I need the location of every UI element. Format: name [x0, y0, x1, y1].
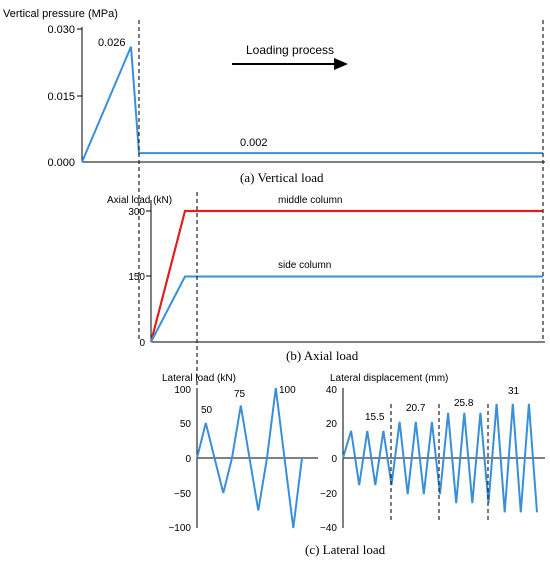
- amplitude-annotation: 100: [279, 385, 296, 396]
- amplitude-annotation: 15.5: [365, 412, 385, 423]
- amplitude-annotation: 25.8: [454, 398, 474, 409]
- panel-b-ylabel: Axial load (kN): [107, 195, 172, 206]
- amplitude-annotation: 75: [234, 389, 246, 400]
- panel-c-right-tick-label: −40: [320, 523, 337, 534]
- panel-a-ylabel: Vertical pressure (MPa): [3, 8, 118, 20]
- lateral-displacement-line: [342, 403, 538, 513]
- panel-c-lateral-load: Lateral load (kN) 100 50 0 −50 −100 50 7…: [162, 373, 318, 534]
- panel-c-left-tick-label: 100: [174, 385, 191, 396]
- panel-c-left-tick-label: 50: [180, 419, 192, 430]
- middle-column-label: middle column: [278, 195, 342, 206]
- vertical-pressure-line: [81, 46, 543, 163]
- panel-b-axial-load: Axial load (kN) 300 150 0 middle column …: [107, 195, 545, 363]
- panel-c-right-tick-label: 40: [326, 385, 338, 396]
- hold-annotation: 0.002: [240, 137, 268, 149]
- side-column-line: [150, 275, 543, 343]
- panel-a-tick-label: 0.015: [47, 91, 75, 103]
- panel-a-vertical-load: Vertical pressure (MPa) 0.030 0.015 0.00…: [3, 8, 545, 185]
- lateral-load-line: [196, 387, 303, 529]
- panel-b-tick-label: 150: [128, 272, 145, 283]
- panel-b-title: (b) Axial load: [286, 348, 359, 363]
- panel-c-left-ylabel: Lateral load (kN): [162, 373, 236, 384]
- panel-c-right-tick-label: −20: [320, 489, 337, 500]
- amplitude-annotation: 20.7: [406, 403, 426, 414]
- loading-process-label: Loading process: [246, 43, 334, 57]
- peak-annotation: 0.026: [98, 37, 126, 49]
- panel-b-tick-label: 300: [128, 207, 145, 218]
- panel-c-left-tick-label: −100: [168, 523, 191, 534]
- panel-c-left-tick-label: −50: [174, 489, 191, 500]
- loading-process-arrow: [232, 58, 348, 70]
- panel-c-right-tick-label: 20: [326, 419, 338, 430]
- panel-c-lateral-displacement: Lateral displacement (mm) 40 20 0 −20 −4…: [320, 373, 545, 534]
- panel-a-title: (a) Vertical load: [240, 170, 324, 185]
- panel-a-tick-label: 0.030: [47, 24, 75, 36]
- amplitude-annotation: 31: [508, 386, 520, 397]
- panel-c-right-ylabel: Lateral displacement (mm): [330, 373, 448, 384]
- panel-c-right-tick-label: 0: [331, 454, 337, 465]
- middle-column-line: [149, 209, 543, 343]
- panel-b-tick-label: 0: [139, 338, 145, 349]
- panel-c-title: (c) Lateral load: [305, 542, 386, 557]
- panel-c-left-tick-label: 0: [185, 454, 191, 465]
- amplitude-annotation: 50: [201, 405, 213, 416]
- side-column-label: side column: [278, 260, 331, 271]
- panel-a-tick-label: 0.000: [47, 157, 75, 169]
